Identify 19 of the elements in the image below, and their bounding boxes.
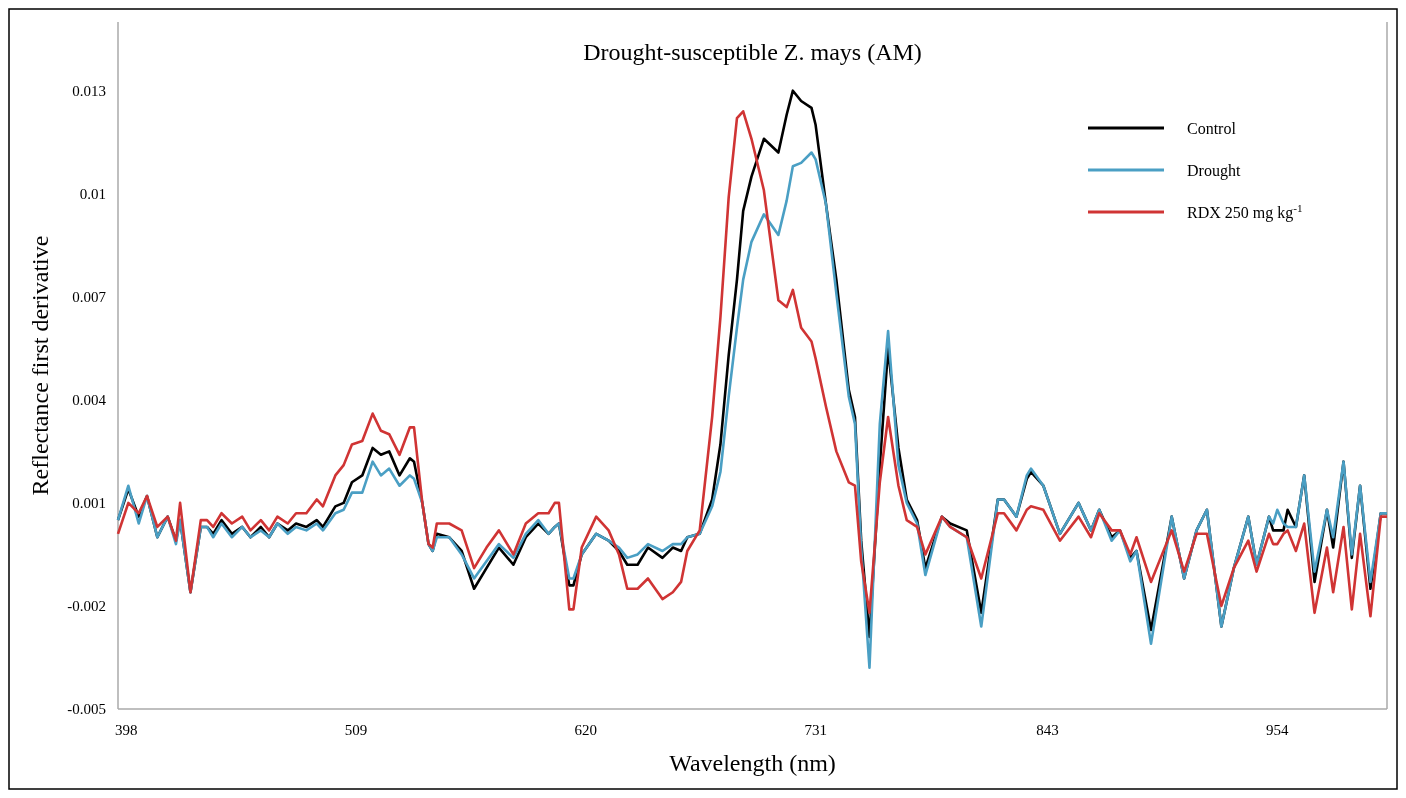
x-tick-label: 398 xyxy=(115,722,138,738)
x-tick-label: 620 xyxy=(574,722,598,738)
legend-label: Control xyxy=(1187,120,1237,137)
x-tick-label: 509 xyxy=(344,722,368,738)
y-tick-label: -0.005 xyxy=(67,701,106,718)
y-tick-label: 0.001 xyxy=(72,495,106,512)
x-tick-label: 843 xyxy=(1036,722,1059,738)
y-tick-label: -0.002 xyxy=(67,598,106,615)
y-tick-label: 0.004 xyxy=(72,392,107,409)
x-axis-title: Wavelength (nm) xyxy=(669,750,836,776)
y-tick-label: 0.013 xyxy=(72,82,106,99)
legend-label: RDX 250 mg kg$^{-1}$ xyxy=(1187,202,1303,222)
x-tick-label: 731 xyxy=(804,722,827,738)
legend-label: Drought xyxy=(1187,162,1241,180)
y-tick-label: 0.01 xyxy=(79,186,106,202)
y-axis-title: Reflectance first derivative xyxy=(27,235,53,496)
text: Drought-susceptible Z. mays (AM) xyxy=(583,39,922,65)
x-tick-label: 954 xyxy=(1266,722,1290,738)
y-tick-label: 0.007 xyxy=(72,289,107,306)
